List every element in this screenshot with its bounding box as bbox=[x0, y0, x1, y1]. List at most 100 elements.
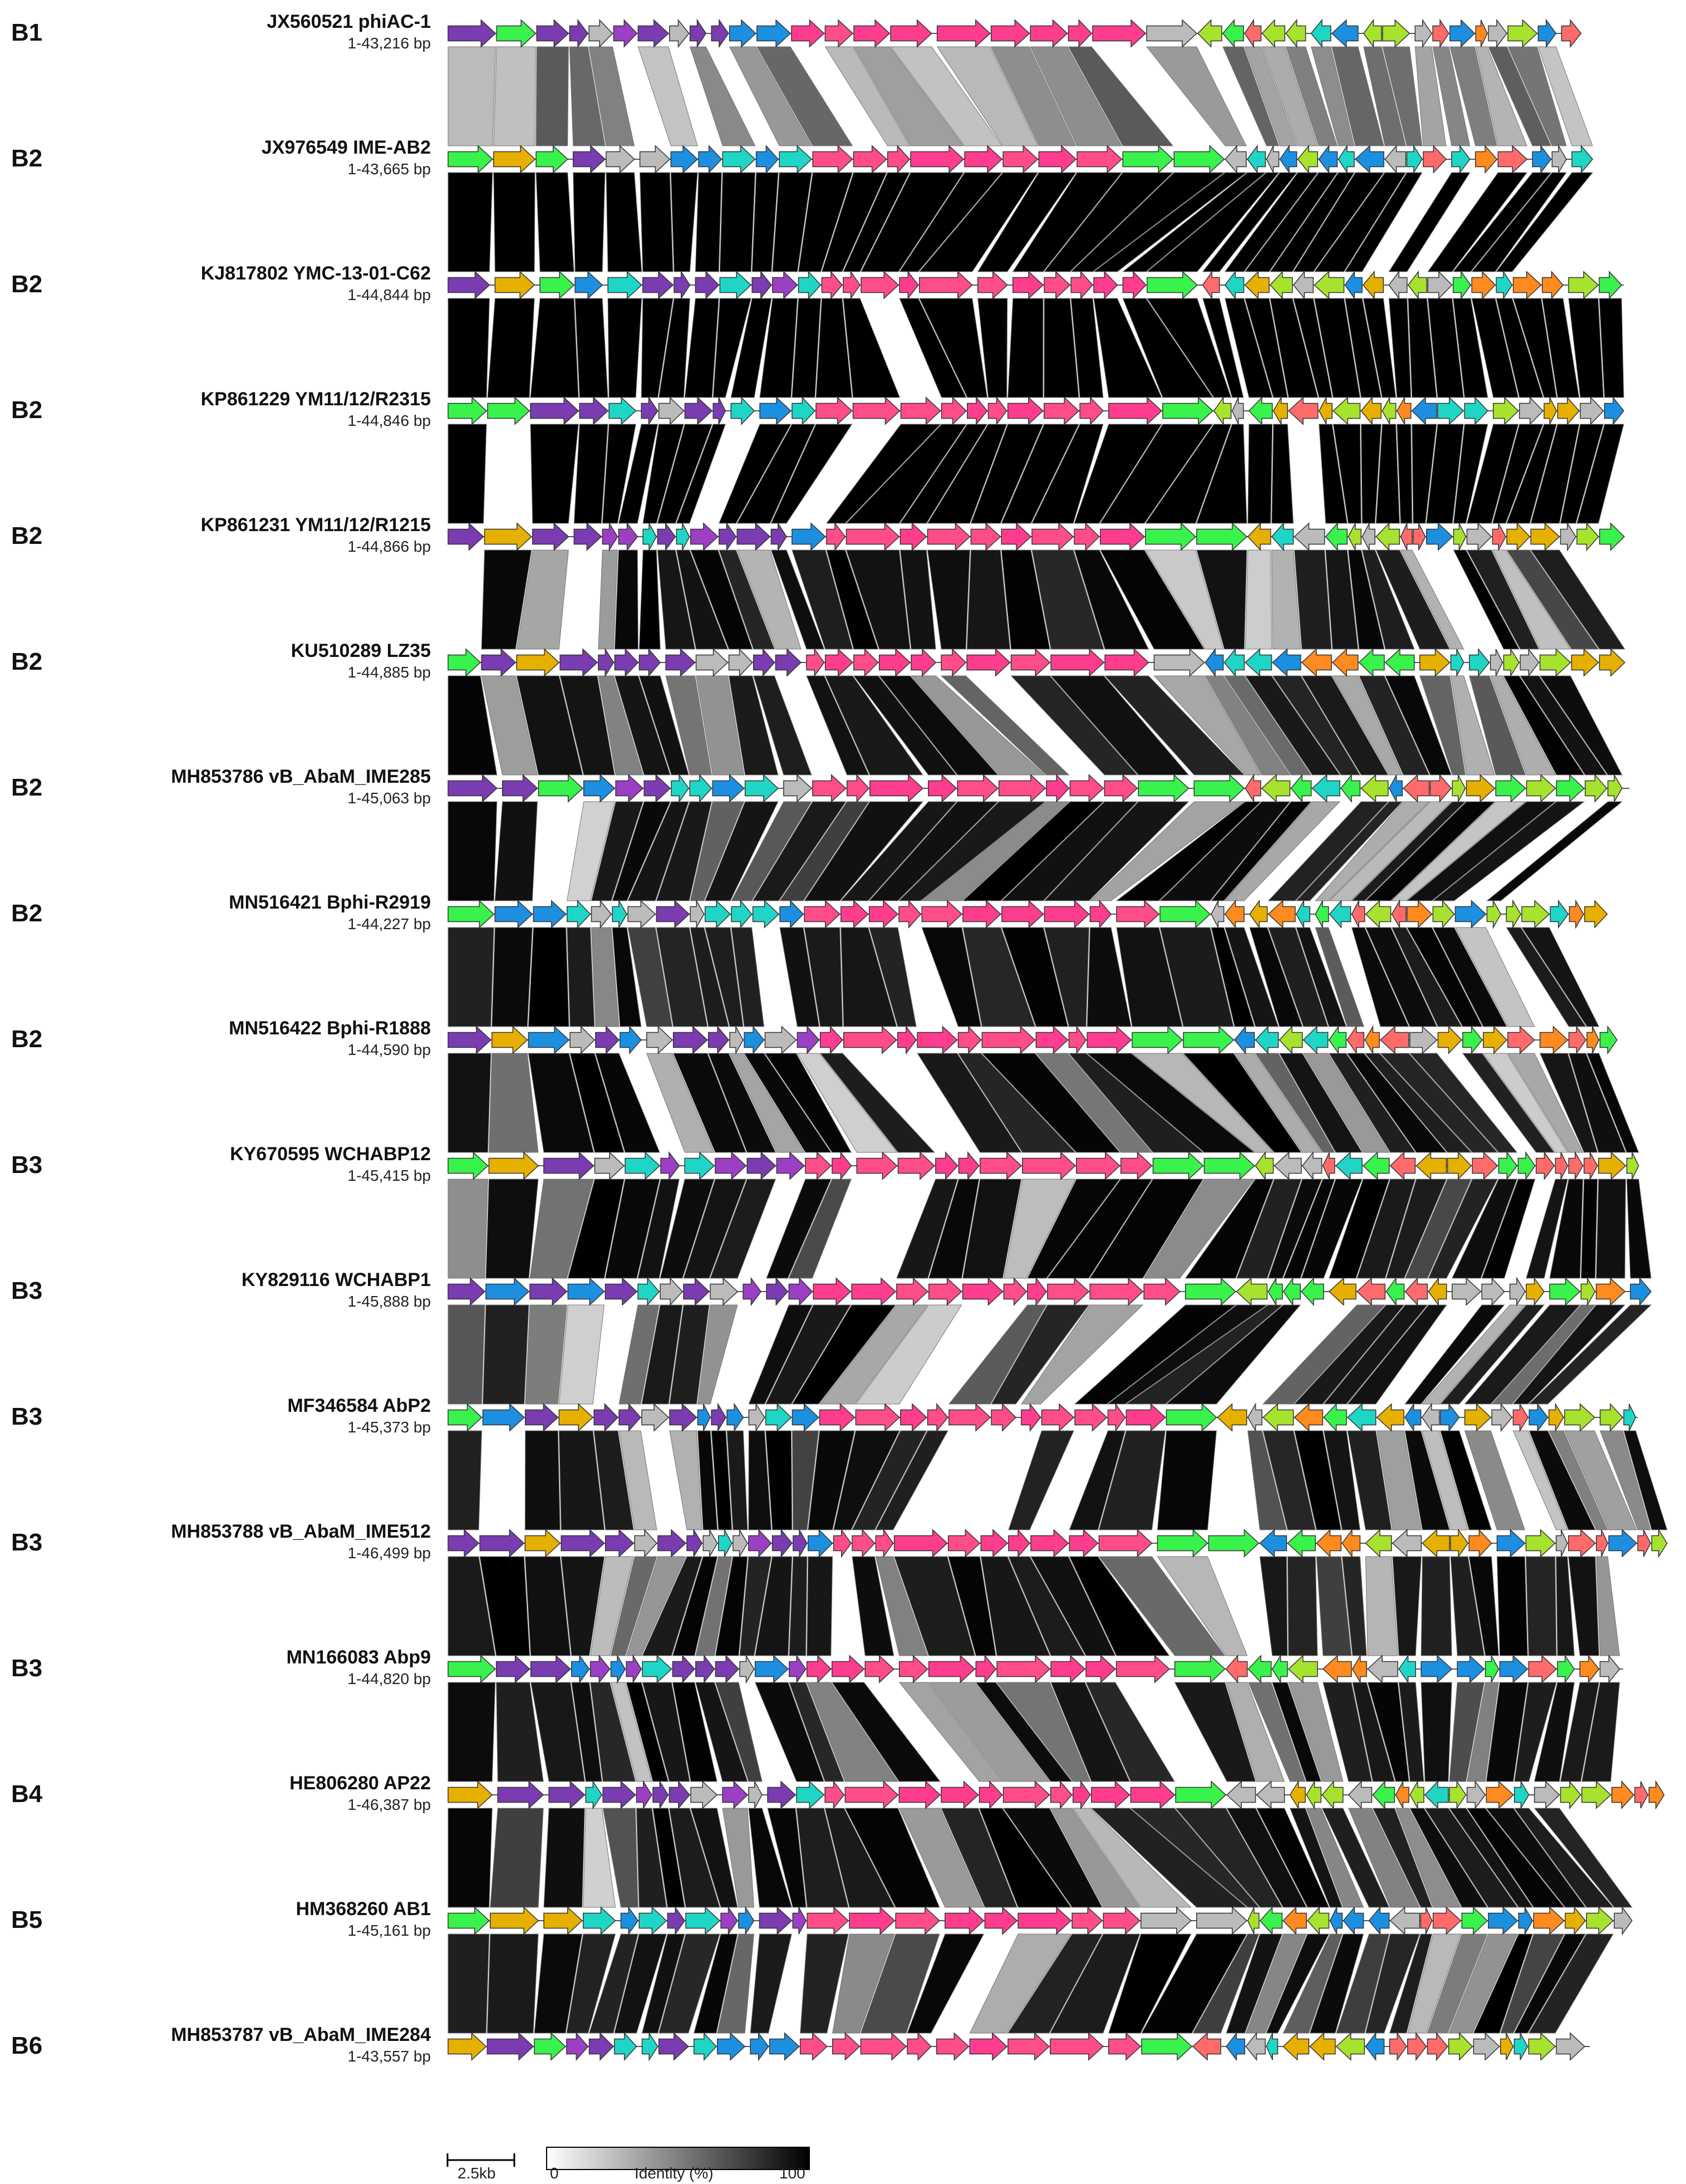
synteny-band bbox=[804, 801, 923, 901]
gene-arrow bbox=[1580, 396, 1604, 425]
synteny-band bbox=[490, 1808, 544, 1908]
gene-arrow bbox=[1352, 1654, 1367, 1684]
synteny-band bbox=[1174, 1682, 1256, 1782]
gene-arrow bbox=[1346, 1025, 1365, 1055]
gene-arrow bbox=[840, 900, 869, 929]
synteny-band bbox=[1514, 1682, 1557, 1782]
gene-arrow bbox=[899, 270, 919, 300]
synteny-band bbox=[641, 1933, 685, 2034]
group-label: B3 bbox=[11, 1151, 43, 1179]
gene-arrow bbox=[1146, 19, 1198, 48]
gene-arrow bbox=[824, 19, 854, 48]
gene-arrow bbox=[1556, 774, 1585, 803]
gene-arrow bbox=[1537, 18, 1557, 48]
synteny-band bbox=[715, 1556, 748, 1656]
gene-arrow bbox=[733, 1528, 748, 1558]
synteny-band bbox=[1184, 1179, 1274, 1279]
genome-track bbox=[448, 144, 1594, 174]
synteny-band bbox=[1453, 298, 1488, 398]
gene-arrow bbox=[1007, 396, 1044, 425]
gene-arrow bbox=[1400, 523, 1413, 551]
genome-track bbox=[448, 1906, 1633, 1936]
gene-arrow bbox=[1203, 1151, 1255, 1180]
genome-range: 1-44,846 bp bbox=[347, 412, 431, 429]
synteny-band bbox=[1506, 424, 1557, 524]
gene-arrow bbox=[665, 648, 696, 677]
gene-arrow bbox=[1069, 1529, 1099, 1558]
gene-arrow bbox=[1044, 396, 1080, 425]
synteny-band bbox=[1348, 549, 1385, 650]
synteny-band bbox=[1108, 1933, 1192, 2034]
gene-arrow bbox=[1027, 1277, 1047, 1307]
synteny-band bbox=[602, 424, 636, 524]
genome-name: MH853788 vB_AbaM_IME512 bbox=[171, 1521, 431, 1542]
synteny-band bbox=[1225, 298, 1273, 398]
synteny-band bbox=[626, 1682, 669, 1782]
gene-arrow bbox=[689, 774, 712, 803]
synteny-band bbox=[1012, 172, 1123, 272]
synteny-band bbox=[756, 46, 853, 146]
synteny-band bbox=[1404, 1179, 1472, 1279]
gene-arrow bbox=[490, 1906, 539, 1935]
synteny-band bbox=[788, 1179, 852, 1279]
synteny-band bbox=[824, 675, 923, 776]
synteny-band bbox=[1512, 298, 1557, 398]
gene-arrow bbox=[875, 1528, 894, 1558]
synteny-band bbox=[1580, 1179, 1598, 1279]
synteny-band bbox=[1344, 172, 1423, 272]
synteny-band bbox=[899, 549, 936, 650]
gene-arrow bbox=[1213, 396, 1232, 426]
synteny-band bbox=[1358, 675, 1430, 776]
gene-arrow bbox=[1376, 1403, 1404, 1432]
synteny-band bbox=[448, 927, 494, 1027]
gene-arrow bbox=[1120, 1151, 1153, 1180]
gene-arrow bbox=[1469, 647, 1490, 678]
synteny-band bbox=[729, 46, 813, 146]
synteny-band bbox=[898, 1682, 1003, 1782]
synteny-band bbox=[1471, 298, 1519, 398]
synteny-band bbox=[1046, 1179, 1153, 1279]
gene-arrow bbox=[1500, 2033, 1514, 2060]
gene-arrow bbox=[966, 648, 1011, 677]
gene-arrow bbox=[1413, 523, 1426, 551]
gene-arrow bbox=[1003, 1277, 1028, 1306]
synteny-band bbox=[1426, 424, 1464, 524]
gene-arrow bbox=[1503, 647, 1520, 678]
synteny-band bbox=[528, 1053, 594, 1153]
gene-arrow bbox=[1351, 900, 1365, 928]
synteny-band bbox=[448, 1053, 491, 1153]
synteny-band bbox=[875, 1556, 928, 1656]
gene-arrow bbox=[715, 1655, 740, 1684]
gene-arrow bbox=[861, 271, 899, 300]
gene-arrow bbox=[928, 1277, 962, 1306]
gene-arrow bbox=[996, 1655, 1051, 1684]
synteny-band bbox=[1556, 1556, 1575, 1656]
synteny-band bbox=[1332, 675, 1403, 776]
genome-track bbox=[448, 396, 1625, 426]
synteny-band bbox=[690, 927, 729, 1027]
gene-arrow bbox=[812, 774, 847, 803]
synteny-band bbox=[977, 298, 1008, 398]
gene-arrow bbox=[731, 899, 753, 929]
gene-arrow bbox=[770, 522, 787, 552]
gene-arrow bbox=[1423, 145, 1447, 174]
synteny-band bbox=[1526, 1179, 1568, 1279]
gene-arrow bbox=[448, 1277, 486, 1306]
synteny-band bbox=[1420, 1556, 1452, 1656]
gene-arrow bbox=[1001, 522, 1032, 551]
synteny-band bbox=[1453, 424, 1488, 524]
gene-arrow bbox=[495, 1655, 530, 1684]
identity-min-label: 0 bbox=[550, 2165, 559, 2182]
synteny-band bbox=[899, 172, 1003, 272]
gene-arrow bbox=[569, 1025, 595, 1054]
gene-arrow bbox=[1580, 1277, 1596, 1307]
gene-arrow bbox=[543, 1151, 594, 1180]
synteny-band bbox=[868, 927, 917, 1027]
synteny-band bbox=[1306, 1808, 1364, 1908]
synteny-band bbox=[1211, 927, 1255, 1027]
synteny-band bbox=[1035, 1053, 1153, 1153]
gene-arrow bbox=[1403, 774, 1430, 803]
gene-arrow bbox=[1279, 144, 1297, 174]
synteny-band bbox=[898, 801, 1046, 901]
synteny-band bbox=[1267, 927, 1329, 1027]
